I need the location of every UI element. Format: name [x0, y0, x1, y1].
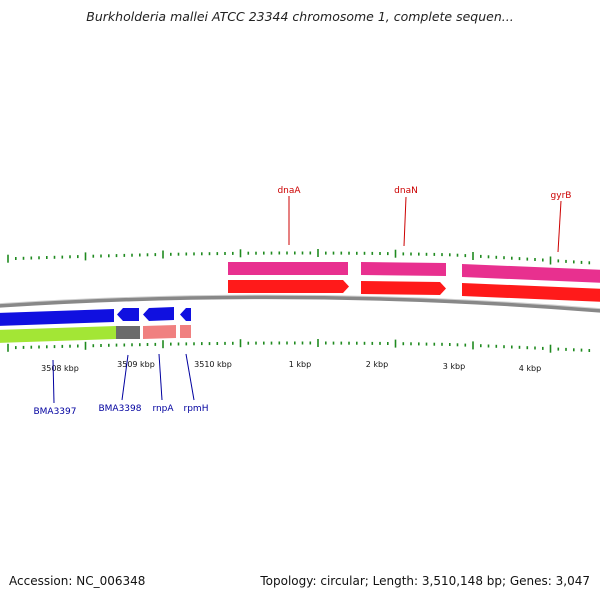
gene-label-gyrB[interactable]: gyrB [551, 191, 572, 201]
bottom-tick-marks [7, 339, 591, 353]
gene-label-BMA3397[interactable]: BMA3397 [33, 407, 76, 417]
feature-bar-green [0, 326, 116, 343]
chromosome-backbone-highlight [0, 294, 600, 310]
scale-label-1kbp: 1 kbp [289, 360, 311, 369]
gene-label-dnaN[interactable]: dnaN [394, 186, 418, 196]
feature-bar-salmon-rnpA [143, 325, 176, 339]
leader-line-BMA3397 [52, 359, 55, 404]
scale-label-3508kbp: 3508 kbp [41, 364, 79, 373]
feature-bar-gray [116, 326, 140, 339]
map-title: Burkholderia mallei ATCC 23344 chromosom… [86, 9, 514, 24]
gene-label-rpmH[interactable]: rpmH [184, 404, 209, 414]
gene-label-BMA3398[interactable]: BMA3398 [98, 404, 141, 414]
gene-label-dnaA[interactable]: dnaA [277, 186, 301, 196]
scale-label-2kbp: 2 kbp [366, 360, 388, 369]
gene-bar-gyrB-upper[interactable] [462, 264, 600, 283]
leader-line-BMA3398 [121, 354, 129, 401]
leader-line-rnpA [158, 353, 163, 401]
gene-label-rnpA[interactable]: rnpA [152, 404, 174, 414]
accession-text: Accession: NC_006348 [9, 574, 146, 588]
genome-summary-text: Topology: circular; Length: 3,510,148 bp… [260, 574, 590, 588]
top-tick-marks [7, 249, 591, 265]
gene-bar-BMA3397[interactable] [0, 309, 114, 326]
gene-arrow-dnaA[interactable] [228, 280, 349, 293]
scale-label-3509kbp: 3509 kbp [117, 360, 155, 369]
gene-bar-dnaA-upper[interactable] [228, 262, 348, 275]
scale-label-3kbp: 3 kbp [443, 362, 465, 371]
chromosome-backbone [0, 295, 600, 313]
gene-arrow-BMA3398[interactable] [117, 308, 139, 321]
feature-bar-salmon-rpmH [180, 325, 191, 338]
gene-arrow-dnaN[interactable] [361, 281, 446, 295]
leader-line-gyrB [557, 200, 562, 253]
gene-arrow-rnpA[interactable] [143, 307, 174, 321]
gene-bar-gyrB[interactable] [462, 283, 600, 302]
scale-label-4kbp: 4 kbp [519, 364, 541, 373]
scale-label-3510kbp: 3510 kbp [194, 360, 232, 369]
leader-line-dnaN [403, 196, 407, 247]
gene-bar-dnaN-upper[interactable] [361, 262, 446, 276]
gene-arrow-rpmH[interactable] [180, 308, 191, 321]
leader-line-rpmH [185, 353, 195, 401]
